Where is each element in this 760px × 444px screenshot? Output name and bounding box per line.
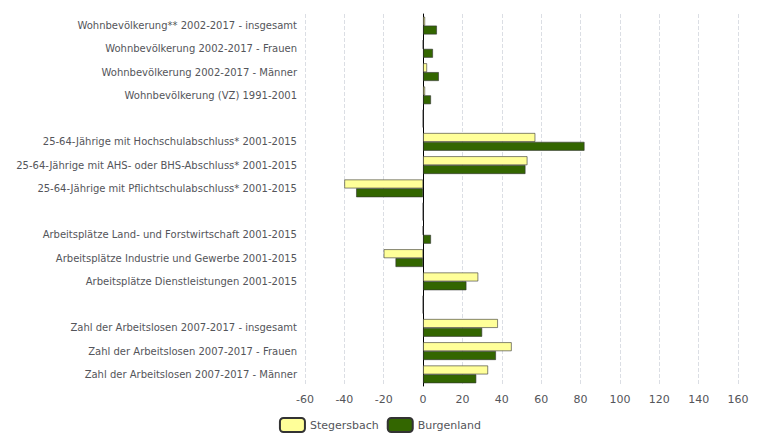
svg-text:Burgenland: Burgenland bbox=[418, 419, 481, 432]
svg-text:Wohnbevölkerung (VZ) 1991-2001: Wohnbevölkerung (VZ) 1991-2001 bbox=[125, 90, 298, 101]
svg-text:Arbeitsplätze Dienstleistungen: Arbeitsplätze Dienstleistungen 2001-2015 bbox=[86, 276, 297, 287]
svg-text:Zahl der Arbeitslosen 2007-201: Zahl der Arbeitslosen 2007-2017 - Männer bbox=[85, 369, 298, 380]
svg-text:Arbeitsplätze Industrie und Ge: Arbeitsplätze Industrie und Gewerbe 2001… bbox=[56, 253, 297, 264]
svg-text:Wohnbevölkerung 2002-2017 - Fr: Wohnbevölkerung 2002-2017 - Frauen bbox=[105, 43, 297, 54]
svg-text:-40: -40 bbox=[335, 393, 353, 406]
svg-text:40: 40 bbox=[495, 393, 509, 406]
svg-text:100: 100 bbox=[609, 393, 630, 406]
svg-text:-20: -20 bbox=[375, 393, 393, 406]
svg-text:Zahl der Arbeitslosen 2007-201: Zahl der Arbeitslosen 2007-2017 - Frauen bbox=[88, 346, 297, 357]
svg-text:20: 20 bbox=[455, 393, 469, 406]
svg-text:Wohnbevölkerung** 2002-2017 -: Wohnbevölkerung** 2002-2017 - insgesamt bbox=[77, 20, 297, 31]
svg-text:-60: -60 bbox=[296, 393, 314, 406]
svg-text:80: 80 bbox=[574, 393, 588, 406]
svg-text:25-64-Jährige mit Pflichtschul: 25-64-Jährige mit Pflichtschulabschluss*… bbox=[37, 183, 297, 194]
svg-text:140: 140 bbox=[688, 393, 709, 406]
svg-text:60: 60 bbox=[534, 393, 548, 406]
svg-text:Wohnbevölkerung 2002-2017 - Mä: Wohnbevölkerung 2002-2017 - Männer bbox=[102, 67, 298, 78]
svg-text:25-64-Jährige mit AHS- oder BH: 25-64-Jährige mit AHS- oder BHS-Abschlus… bbox=[16, 160, 297, 171]
svg-text:Zahl der Arbeitslosen 2007-201: Zahl der Arbeitslosen 2007-2017 - insges… bbox=[71, 322, 298, 333]
svg-text:Arbeitsplätze Land- und Forstw: Arbeitsplätze Land- und Forstwirtschaft … bbox=[43, 229, 297, 240]
svg-text:160: 160 bbox=[728, 393, 749, 406]
svg-text:Stegersbach: Stegersbach bbox=[310, 419, 379, 432]
svg-text:0: 0 bbox=[420, 393, 427, 406]
svg-text:25-64-Jährige mit Hochschulabs: 25-64-Jährige mit Hochschulabschluss* 20… bbox=[43, 136, 297, 147]
svg-text:120: 120 bbox=[649, 393, 670, 406]
